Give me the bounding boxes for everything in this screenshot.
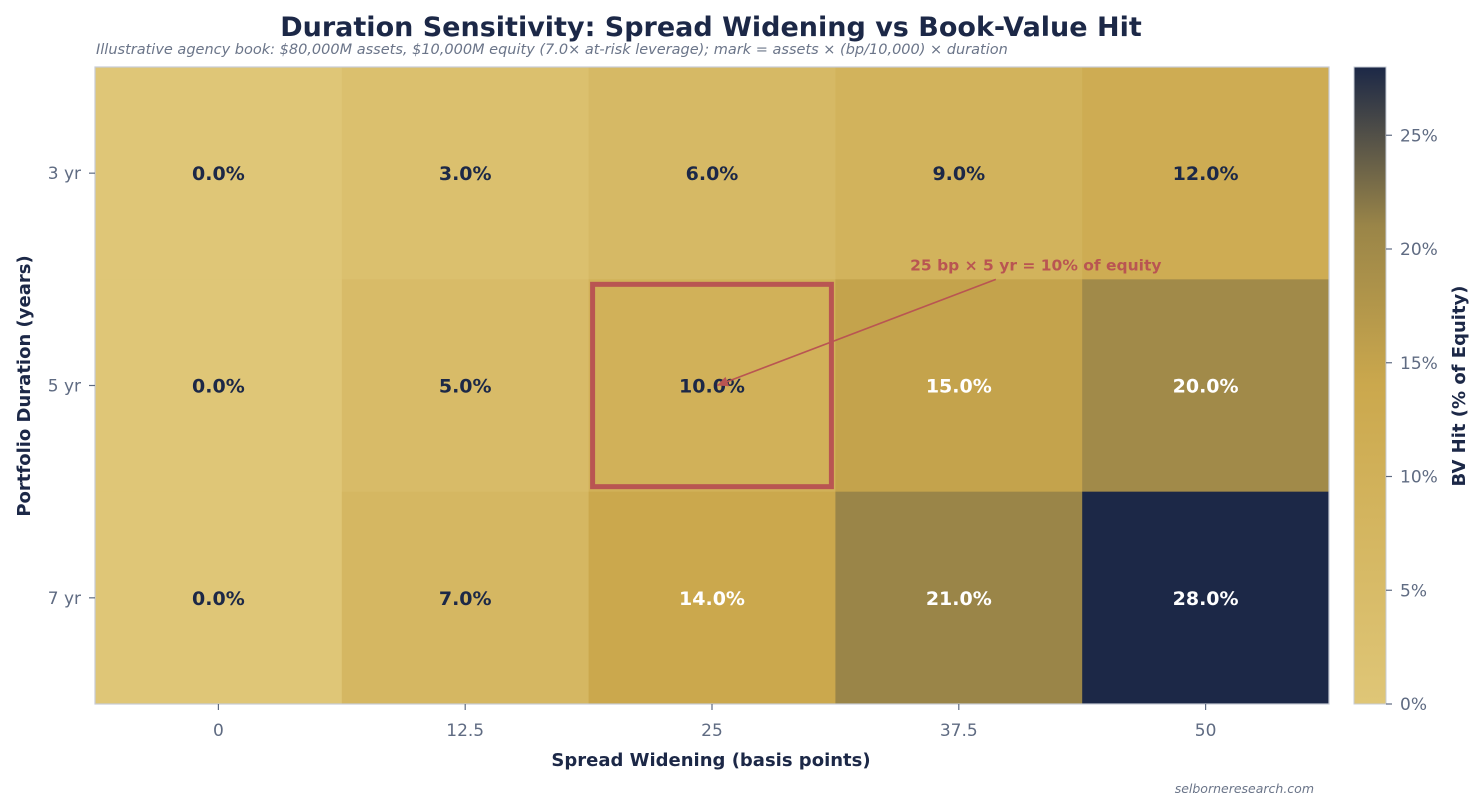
cell-value-label: 12.0% xyxy=(1173,163,1239,185)
y-tick-label: 7 yr xyxy=(48,589,81,609)
heatmap-cell xyxy=(95,491,343,705)
cell-value-label: 0.0% xyxy=(192,163,245,185)
cell-value-label: 21.0% xyxy=(926,588,992,610)
heatmap-cell xyxy=(341,279,590,493)
colorbar-ticks: 0% 5% 10% 15% 20% 25% xyxy=(1386,126,1438,715)
cell-value-label: 20.0% xyxy=(1173,376,1239,398)
cell-value-label: 9.0% xyxy=(932,163,985,185)
annotation-group: 25 bp × 5 yr = 10% of equity xyxy=(716,256,1162,387)
y-axis-label: Portfolio Duration (years) xyxy=(14,255,35,516)
x-tick-label: 50 xyxy=(1195,721,1217,741)
cell-value-label: 7.0% xyxy=(439,588,492,610)
credit-text: selborneresearch.com xyxy=(1175,781,1314,796)
heatmap-cell xyxy=(588,279,836,493)
heatmap-cell xyxy=(341,67,590,280)
colorbar-tick-label: 20% xyxy=(1400,240,1438,260)
y-tick-label: 3 yr xyxy=(48,164,81,184)
x-tick-label: 25 xyxy=(701,721,723,741)
heatmap-cell xyxy=(588,491,836,705)
colorbar-label: BV Hit (% of Equity) xyxy=(1449,285,1470,486)
y-axis-ticks: 3 yr 5 yr 7 yr xyxy=(48,164,95,609)
heatmap-cells xyxy=(95,67,1330,705)
heatmap-cell xyxy=(835,67,1083,280)
x-tick-label: 37.5 xyxy=(940,721,978,741)
cell-value-label: 3.0% xyxy=(439,163,492,185)
cell-value-label: 0.0% xyxy=(192,376,245,398)
heatmap-cell xyxy=(1082,67,1330,280)
colorbar-tick-label: 0% xyxy=(1400,695,1427,715)
cell-value-label: 15.0% xyxy=(926,376,992,398)
chart-title: Duration Sensitivity: Spread Widening vs… xyxy=(280,12,1142,43)
cell-value-label: 6.0% xyxy=(686,163,739,185)
colorbar xyxy=(1353,66,1387,705)
highlight-box xyxy=(590,281,834,490)
heatmap-cell xyxy=(588,67,836,280)
annotation-text: 25 bp × 5 yr = 10% of equity xyxy=(910,256,1161,274)
heatmap-cell xyxy=(835,279,1083,493)
chart-subtitle: Illustrative agency book: $80,000M asset… xyxy=(96,42,1008,58)
heatmap-cell xyxy=(1082,491,1330,705)
heatmap-cell xyxy=(95,67,343,280)
heatmap-cell xyxy=(1082,279,1330,493)
x-tick-label: 12.5 xyxy=(446,721,484,741)
heatmap-cell xyxy=(95,279,343,493)
heatmap-cell xyxy=(835,491,1083,705)
annotation-arrow xyxy=(716,278,997,387)
cell-value-label: 28.0% xyxy=(1173,588,1239,610)
highlight-group xyxy=(590,281,834,490)
heatmap-cell xyxy=(341,491,590,705)
y-tick-label: 5 yr xyxy=(48,377,81,397)
annotation-arrowhead xyxy=(717,376,730,387)
x-axis-ticks: 0 12.5 25 37.5 50 xyxy=(213,704,1216,741)
cell-value-label: 14.0% xyxy=(679,588,745,610)
colorbar-tick-label: 25% xyxy=(1400,126,1438,146)
colorbar-tick-label: 15% xyxy=(1400,354,1438,374)
heatmap-cell-labels: 0.0% 3.0% 6.0% 9.0% 12.0%0.0% 5.0% 10.0% 15.0% 2… xyxy=(192,163,1239,610)
colorbar-tick-label: 10% xyxy=(1400,468,1438,488)
cell-value-label: 0.0% xyxy=(192,588,245,610)
x-axis-label: Spread Widening (basis points) xyxy=(551,750,870,771)
cell-value-label: 5.0% xyxy=(439,376,492,398)
colorbar-tick-label: 5% xyxy=(1400,581,1427,601)
x-tick-label: 0 xyxy=(213,721,224,741)
